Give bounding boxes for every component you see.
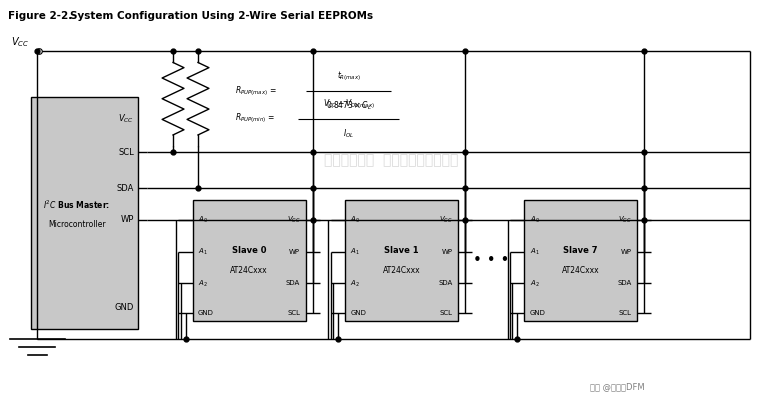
Text: $0.8473 \times C_L$: $0.8473 \times C_L$: [326, 100, 371, 112]
Text: AT24Cxxx: AT24Cxxx: [382, 266, 420, 275]
Text: Slave 1: Slave 1: [384, 246, 419, 255]
Text: GND: GND: [198, 310, 214, 316]
Text: $A_0$: $A_0$: [350, 215, 360, 225]
Text: SDA: SDA: [618, 280, 632, 286]
Text: • • •: • • •: [473, 253, 509, 268]
Text: GND: GND: [114, 303, 134, 312]
Text: GND: GND: [350, 310, 366, 316]
Text: WP: WP: [289, 249, 300, 255]
Text: Slave 0: Slave 0: [232, 246, 266, 255]
Text: SCL: SCL: [118, 148, 134, 157]
Text: 水印仅供预览  下载文档高清无水印: 水印仅供预览 下载文档高清无水印: [324, 153, 459, 167]
Text: $A_2$: $A_2$: [350, 278, 360, 288]
Text: WP: WP: [442, 249, 453, 255]
Text: $V_{CC}$: $V_{CC}$: [11, 35, 29, 49]
Text: SDA: SDA: [438, 280, 453, 286]
Text: Figure 2-2.: Figure 2-2.: [8, 11, 72, 21]
Text: WP: WP: [621, 249, 632, 255]
Text: SDA: SDA: [117, 184, 134, 192]
Bar: [524, 200, 637, 321]
Text: Slave 7: Slave 7: [564, 246, 598, 255]
Text: $V_{CC}$: $V_{CC}$: [438, 215, 453, 225]
Text: SCL: SCL: [439, 310, 453, 316]
Text: SCL: SCL: [287, 310, 300, 316]
Text: $V_{CC}$: $V_{CC}$: [287, 215, 300, 225]
Text: AT24Cxxx: AT24Cxxx: [230, 266, 268, 275]
Bar: [193, 200, 305, 321]
Text: $A_2$: $A_2$: [529, 278, 539, 288]
Text: WP: WP: [121, 215, 134, 224]
Text: $A_2$: $A_2$: [198, 278, 207, 288]
Text: GND: GND: [529, 310, 546, 316]
Bar: [345, 200, 458, 321]
Text: SDA: SDA: [286, 280, 300, 286]
Text: 头条 @阿昆谈DFM: 头条 @阿昆谈DFM: [590, 382, 645, 391]
Text: $I_{OL}$: $I_{OL}$: [343, 127, 354, 140]
Text: $A_0$: $A_0$: [529, 215, 539, 225]
Text: SCL: SCL: [619, 310, 632, 316]
Text: AT24Cxxx: AT24Cxxx: [562, 266, 600, 275]
Text: $I^2C$ Bus Master:: $I^2C$ Bus Master:: [43, 199, 110, 211]
Text: $V_{CC}$: $V_{CC}$: [118, 112, 134, 125]
Text: Microcontroller: Microcontroller: [48, 220, 106, 229]
Text: $V_{CC} - V_{OL(max)}$: $V_{CC} - V_{OL(max)}$: [323, 97, 374, 111]
Text: System Configuration Using 2-Wire Serial EEPROMs: System Configuration Using 2-Wire Serial…: [70, 11, 373, 21]
Text: $t_{R(max)}$: $t_{R(max)}$: [337, 69, 361, 83]
Text: $A_1$: $A_1$: [198, 246, 207, 257]
Text: $V_{CC}$: $V_{CC}$: [619, 215, 632, 225]
Text: $R_{PUP(max)}$ =: $R_{PUP(max)}$ =: [236, 84, 277, 98]
Text: $A_1$: $A_1$: [529, 246, 539, 257]
Text: $A_1$: $A_1$: [350, 246, 360, 257]
Text: $A_0$: $A_0$: [198, 215, 208, 225]
Text: $R_{PUP(min)}$ =: $R_{PUP(min)}$ =: [236, 112, 276, 126]
Bar: [31, 97, 138, 329]
